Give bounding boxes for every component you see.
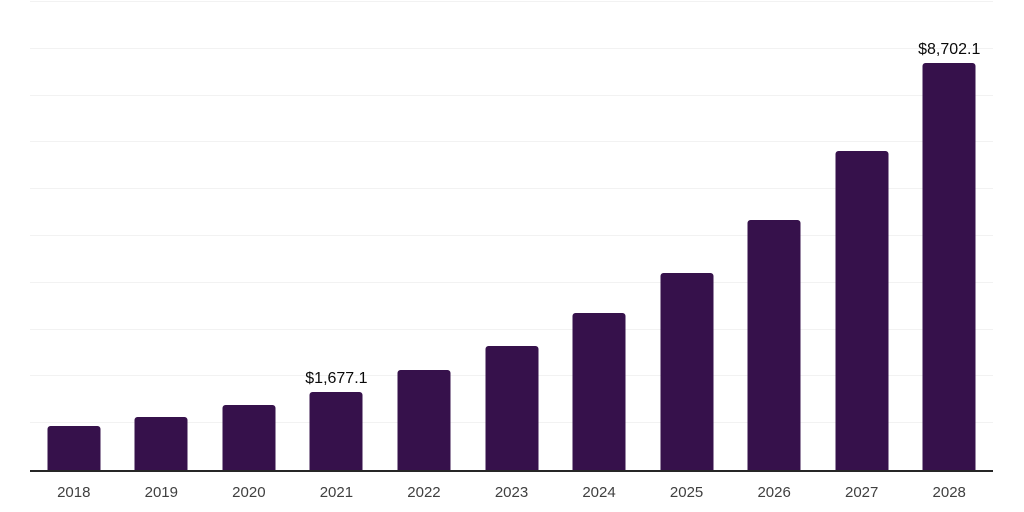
x-axis: 2018 2019 2020 2021 2022 2023 2024 2025 2026 2027… xyxy=(30,484,993,506)
x-tick-2020: 2020 xyxy=(232,484,266,501)
bar-2023[interactable] xyxy=(485,345,538,470)
bar-2020[interactable] xyxy=(222,404,276,470)
gridline-8000 xyxy=(30,94,993,96)
x-tick-2018: 2018 xyxy=(57,484,91,501)
bar-2027[interactable] xyxy=(835,151,889,470)
x-tick-2021: 2021 xyxy=(319,484,354,501)
data-label-2021: $1,677.1 xyxy=(305,369,368,387)
bar-2021[interactable] xyxy=(309,391,363,470)
gridline-7000 xyxy=(30,141,993,143)
x-tick-2027: 2027 xyxy=(844,484,879,501)
gridline-10000 xyxy=(30,1,993,2)
bar-2025[interactable] xyxy=(660,272,714,470)
gridline-5000 xyxy=(30,235,993,236)
gridline-3000 xyxy=(30,328,993,330)
bar-2026[interactable] xyxy=(747,219,801,470)
gridline-4000 xyxy=(30,281,993,283)
bar-2024[interactable] xyxy=(572,313,626,470)
x-tick-2026: 2026 xyxy=(757,484,791,501)
bar-2022[interactable] xyxy=(397,370,451,470)
gridline-6000 xyxy=(30,188,993,190)
plot-area: $1,677.1 $8,702.1 xyxy=(30,1,993,472)
x-tick-2023: 2023 xyxy=(494,484,529,501)
x-tick-2025: 2025 xyxy=(669,484,704,501)
x-tick-2028: 2028 xyxy=(932,484,966,501)
x-tick-2019: 2019 xyxy=(144,484,178,501)
x-tick-2022: 2022 xyxy=(407,484,441,501)
data-label-2028: $8,702.1 xyxy=(918,40,981,58)
bar-2019[interactable] xyxy=(134,417,188,470)
bar-2018[interactable] xyxy=(47,426,101,470)
x-tick-2024: 2024 xyxy=(582,484,616,501)
gridline-9000 xyxy=(30,47,993,49)
bar-2028[interactable] xyxy=(922,62,976,470)
